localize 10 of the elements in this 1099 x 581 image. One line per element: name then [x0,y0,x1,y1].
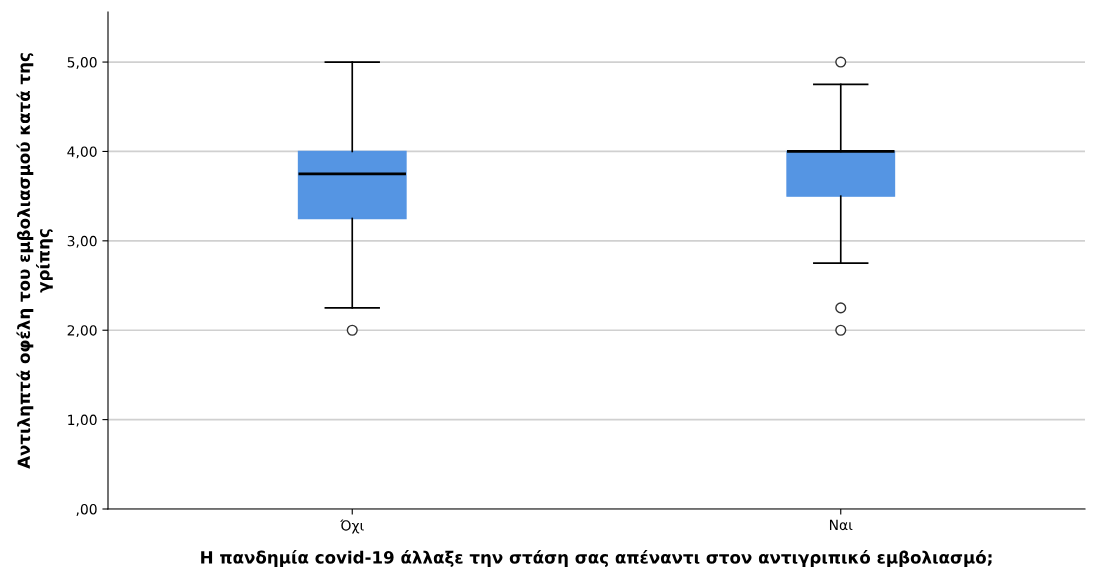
x-tick-label: Όχι [340,519,364,534]
y-tick-label: 1,00 [68,414,97,427]
y-axis-title: Αντιληπτά οφέλη του εμβολιασμού κατά της γρίπης [16,53,53,469]
y-tick-label: 2,00 [67,325,97,338]
y-tick-label: 4,00 [67,146,97,159]
y-tick-label: 3,00 [67,235,97,248]
y-tick-label: ,00 [76,503,97,516]
y-tick-label: 5,00 [67,57,97,69]
x-tick-label: Ναι [829,519,853,531]
x-axis-title: Η πανδημία covid-19 άλλαξε την στάση σας απέναντι στον αντιγριπικό εμβολιασμό; [201,550,992,567]
